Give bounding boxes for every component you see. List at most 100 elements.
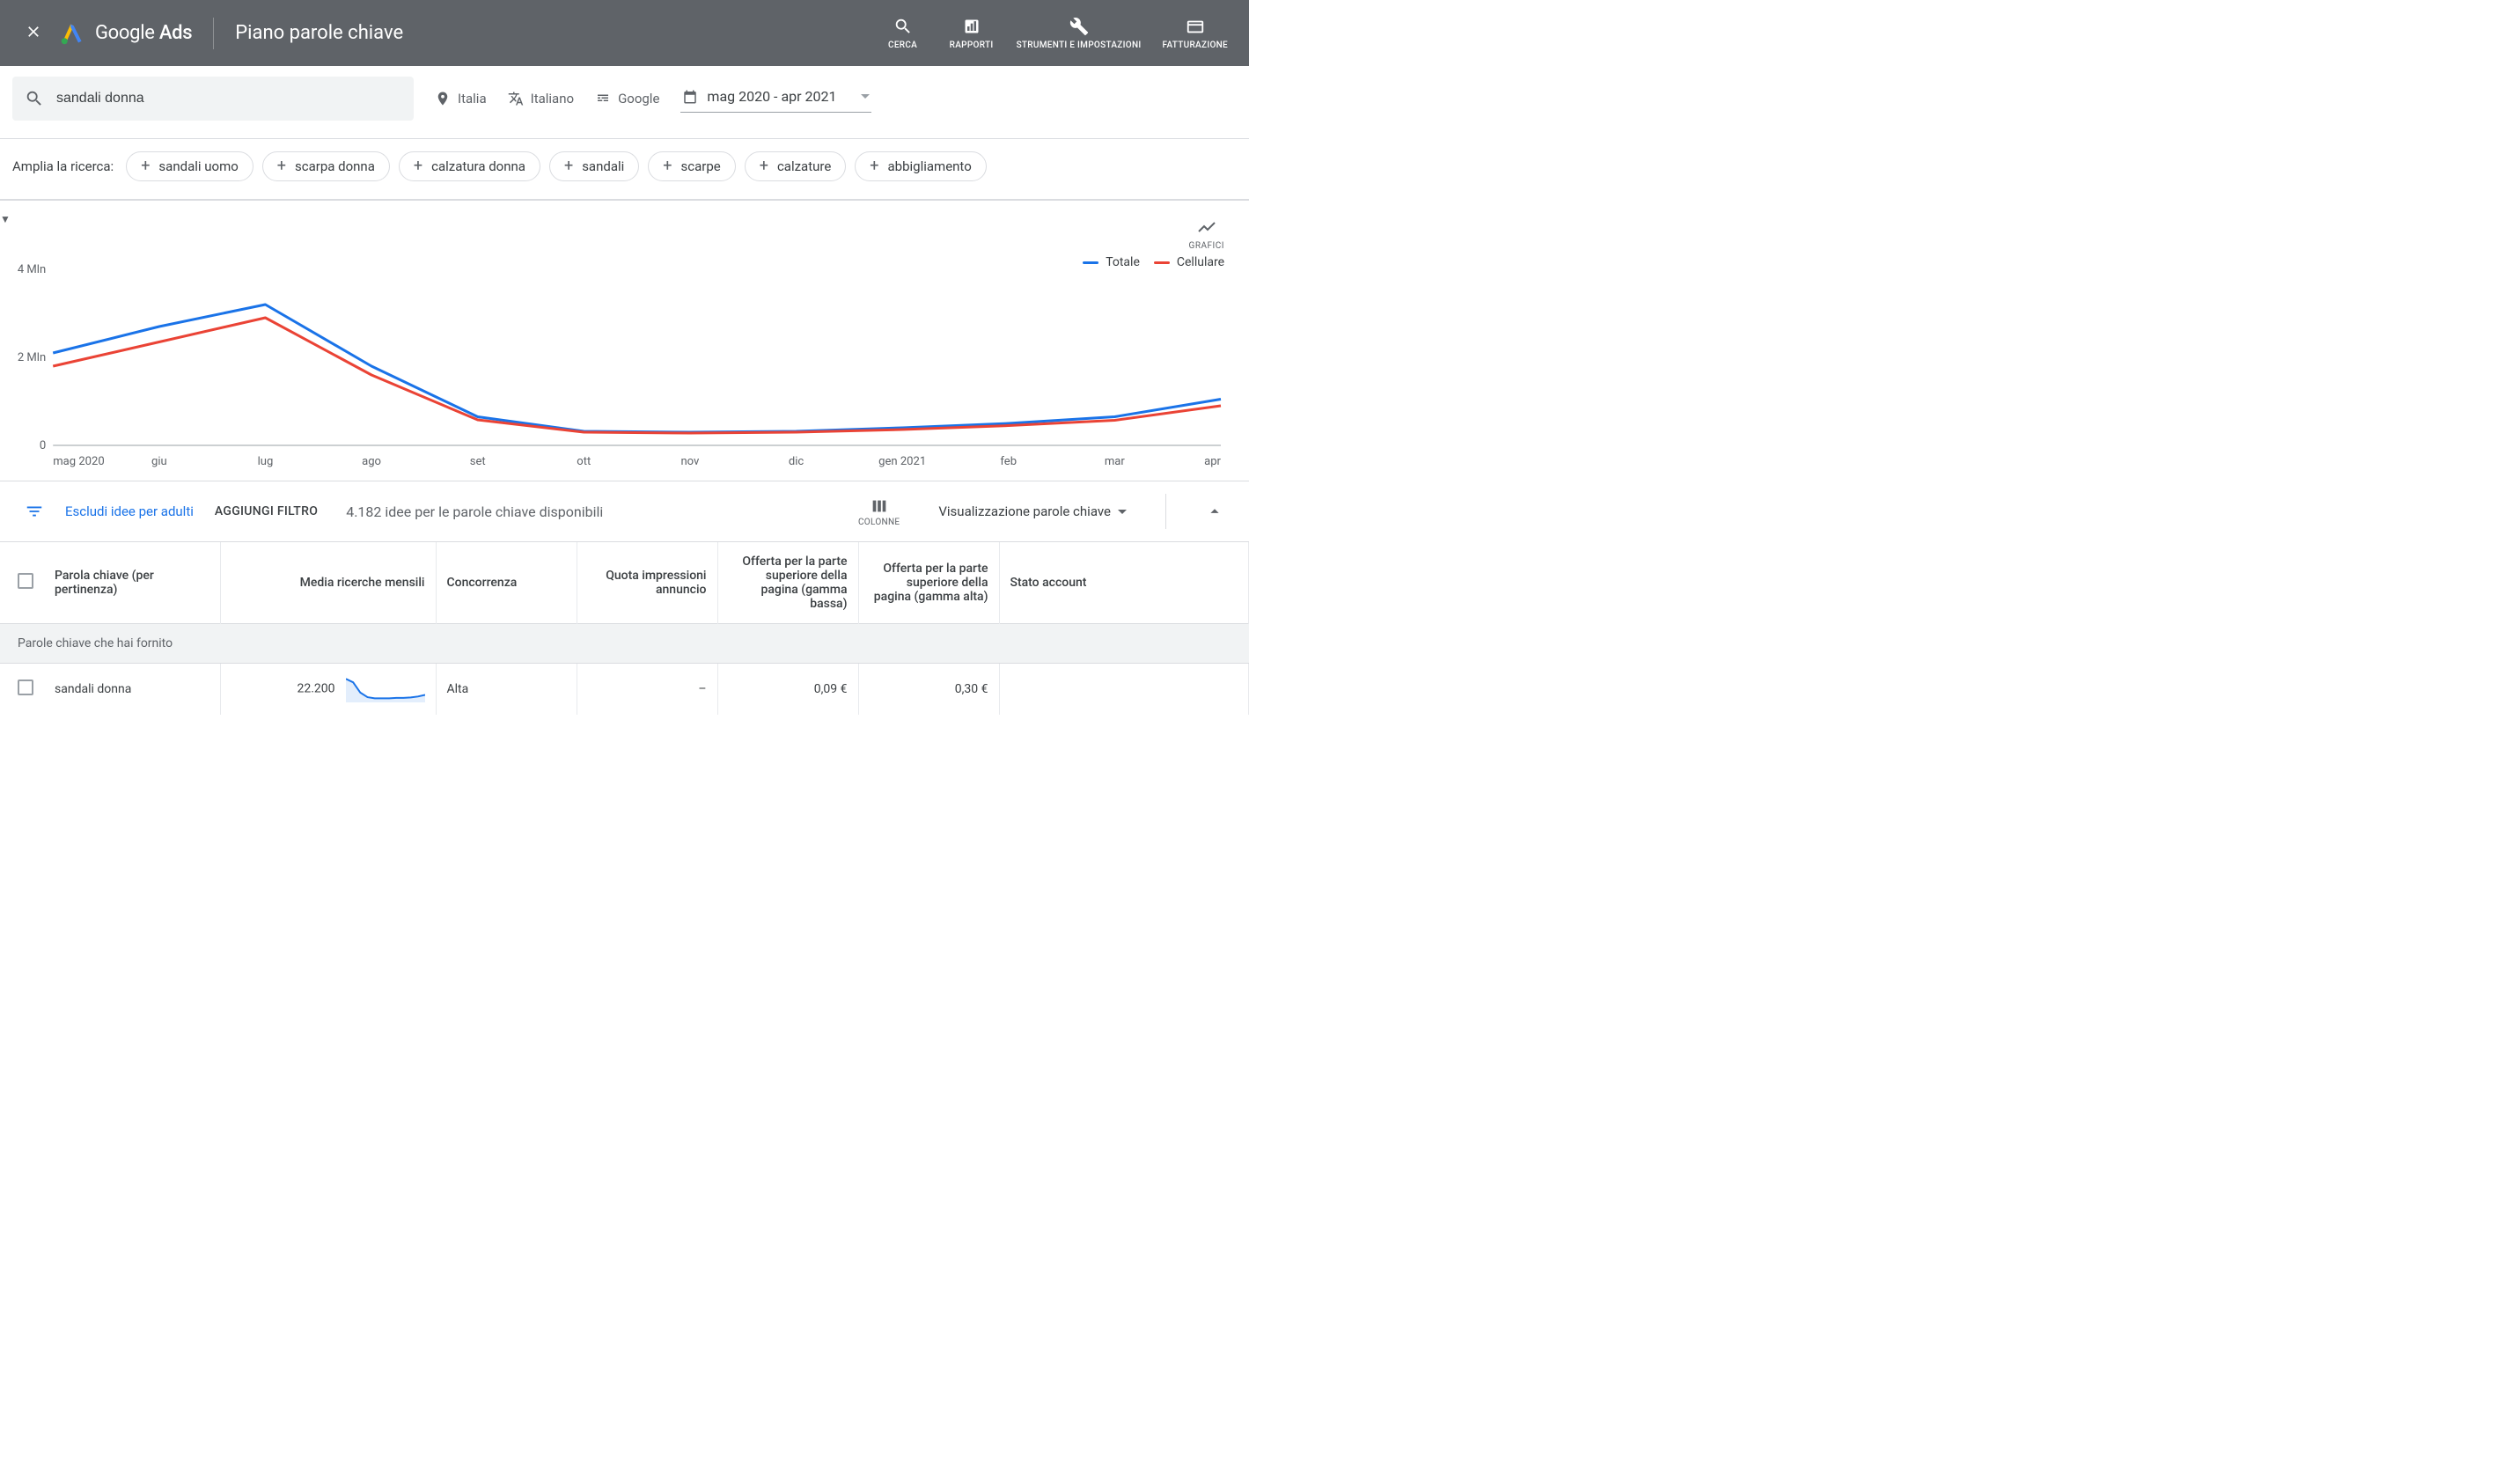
keyword-search-input[interactable] xyxy=(56,91,401,107)
checkbox-icon[interactable] xyxy=(18,573,33,589)
location-filter[interactable]: Italia xyxy=(435,91,487,107)
chevron-down-icon xyxy=(861,94,870,99)
chart-type-toggle[interactable]: GRAFICI xyxy=(1189,217,1224,251)
filter-icon[interactable] xyxy=(25,502,44,521)
col-impression-share[interactable]: Quota impressioni annuncio xyxy=(577,542,717,624)
network-icon xyxy=(595,91,611,107)
header-actions: CERCA RAPPORTI STRUMENTI E IMPOSTAZIONI … xyxy=(872,12,1235,55)
filter-row: Italia Italiano Google mag 2020 - apr 20… xyxy=(0,66,1249,139)
cell-bid-low: 0,09 € xyxy=(717,664,858,716)
chip-label: sandali xyxy=(582,158,624,174)
columns-label: COLONNE xyxy=(858,518,900,527)
collapse-icon[interactable] xyxy=(1205,502,1224,521)
plus-icon: + xyxy=(870,158,878,174)
svg-text:ott: ott xyxy=(577,455,591,468)
chip-label: calzature xyxy=(777,158,831,174)
cell-competition: Alta xyxy=(436,664,577,716)
close-icon[interactable] xyxy=(14,14,53,53)
network-filter[interactable]: Google xyxy=(595,91,659,107)
suggestion-chip[interactable]: +calzatura donna xyxy=(399,151,540,181)
exclude-adult-link[interactable]: Escludi idee per adulti xyxy=(65,503,194,519)
chart-section: ▼ GRAFICI Totale Cellulare 02 Mln4 Mlnma… xyxy=(0,199,1249,481)
svg-text:gen 2021: gen 2021 xyxy=(878,455,926,468)
svg-text:mar: mar xyxy=(1105,455,1126,468)
suggestion-chip[interactable]: + scarpe xyxy=(648,151,735,181)
sparkline xyxy=(346,676,425,702)
col-avg-searches[interactable]: Media ricerche mensili xyxy=(220,542,436,624)
svg-text:nov: nov xyxy=(680,455,700,468)
search-action-label: CERCA xyxy=(888,40,917,51)
columns-button[interactable]: COLONNE xyxy=(858,496,900,527)
suggestion-chip[interactable]: +sandali uomo xyxy=(126,151,253,181)
bar-chart-icon xyxy=(961,16,982,37)
columns-icon xyxy=(870,496,889,516)
chip-label: scarpe xyxy=(681,158,721,174)
chip-row-label: Amplia la ricerca: xyxy=(12,158,114,174)
col-bid-high[interactable]: Offerta per la parte superiore della pag… xyxy=(858,542,999,624)
svg-text:ago: ago xyxy=(362,455,381,468)
location-label: Italia xyxy=(458,91,487,107)
line-chart-icon xyxy=(1196,217,1217,238)
svg-text:0: 0 xyxy=(40,439,46,452)
legend-label-cellulare: Cellulare xyxy=(1177,255,1224,269)
plus-icon: + xyxy=(760,158,768,174)
svg-text:lug: lug xyxy=(258,455,274,468)
select-all-cell[interactable] xyxy=(0,542,44,624)
col-bid-low[interactable]: Offerta per la parte superiore della pag… xyxy=(717,542,858,624)
row-checkbox-cell[interactable] xyxy=(0,664,44,716)
chip-label: sandali uomo xyxy=(158,158,238,174)
view-toggle-label: Visualizzazione parole chiave xyxy=(938,503,1111,519)
search-action[interactable]: CERCA xyxy=(872,12,934,55)
table-section-row: Parole chiave che hai fornito xyxy=(0,624,1249,664)
view-toggle[interactable]: Visualizzazione parole chiave xyxy=(938,503,1127,519)
table-filter-bar: Escludi idee per adulti AGGIUNGI FILTRO … xyxy=(0,481,1249,542)
logo: Google Ads xyxy=(60,21,192,46)
search-icon xyxy=(893,16,914,37)
divider xyxy=(1165,494,1166,529)
wrench-icon xyxy=(1069,16,1090,37)
chart-legend: Totale Cellulare xyxy=(1083,255,1224,269)
plus-icon: + xyxy=(277,158,286,174)
search-icon xyxy=(25,89,44,108)
reports-action-label: RAPPORTI xyxy=(950,40,994,51)
translate-icon xyxy=(508,91,524,107)
plus-icon: + xyxy=(564,158,573,174)
col-keyword[interactable]: Parola chiave (per pertinenza) xyxy=(44,542,220,624)
col-competition[interactable]: Concorrenza xyxy=(436,542,577,624)
keyword-search-box[interactable] xyxy=(12,77,414,121)
billing-action[interactable]: FATTURAZIONE xyxy=(1156,12,1236,55)
svg-text:set: set xyxy=(470,455,486,468)
expand-arrow-icon[interactable]: ▼ xyxy=(0,213,11,225)
legend-swatch-cellulare xyxy=(1154,261,1170,264)
svg-text:dic: dic xyxy=(789,455,805,468)
cell-keyword: sandali donna xyxy=(44,664,220,716)
table-row[interactable]: sandali donna22.200Alta–0,09 €0,30 € xyxy=(0,664,1249,716)
suggestion-chip[interactable]: + abbigliamento xyxy=(855,151,986,181)
suggestion-chip[interactable]: +scarpa donna xyxy=(262,151,390,181)
plus-icon: + xyxy=(414,158,422,174)
card-icon xyxy=(1185,16,1206,37)
reports-action[interactable]: RAPPORTI xyxy=(941,12,1003,55)
date-range-picker[interactable]: mag 2020 - apr 2021 xyxy=(680,84,871,113)
legend-totale: Totale xyxy=(1083,255,1140,269)
tools-action-label: STRUMENTI E IMPOSTAZIONI xyxy=(1017,40,1142,51)
cell-avg-searches: 22.200 xyxy=(220,664,436,716)
language-filter[interactable]: Italiano xyxy=(508,91,574,107)
tools-action[interactable]: STRUMENTI E IMPOSTAZIONI xyxy=(1010,12,1149,55)
suggestion-chip-row: Amplia la ricerca: +sandali uomo+scarpa … xyxy=(0,139,1249,199)
billing-action-label: FATTURAZIONE xyxy=(1163,40,1229,51)
pin-icon xyxy=(435,91,451,107)
svg-text:giu: giu xyxy=(151,455,167,468)
legend-cellulare: Cellulare xyxy=(1154,255,1224,269)
checkbox-icon[interactable] xyxy=(18,680,33,695)
suggestion-chip[interactable]: + calzature xyxy=(745,151,847,181)
add-filter-button[interactable]: AGGIUNGI FILTRO xyxy=(215,504,318,518)
plus-icon: + xyxy=(663,158,672,174)
chip-label: abbigliamento xyxy=(888,158,972,174)
table-header-row: Parola chiave (per pertinenza) Media ric… xyxy=(0,542,1249,624)
col-account-status[interactable]: Stato account xyxy=(999,542,1249,624)
page-title: Piano parole chiave xyxy=(235,22,403,44)
top-header: Google Ads Piano parole chiave CERCA RAP… xyxy=(0,0,1249,66)
suggestion-chip[interactable]: + sandali xyxy=(549,151,639,181)
date-range-label: mag 2020 - apr 2021 xyxy=(707,88,836,105)
